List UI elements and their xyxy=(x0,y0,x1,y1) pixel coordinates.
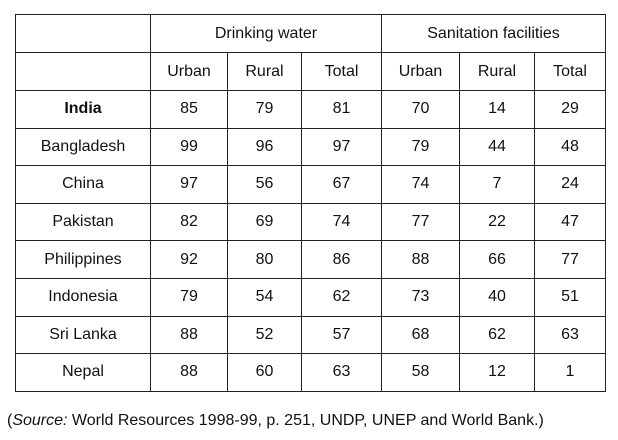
country-cell: Sri Lanka xyxy=(15,315,151,355)
value-cell: 7 xyxy=(459,165,535,204)
value-cell: 63 xyxy=(533,315,607,355)
value-cell: 81 xyxy=(301,90,382,129)
value-cell: 69 xyxy=(227,202,302,242)
table-row: Sri Lanka 88 52 57 68 62 63 xyxy=(15,315,607,355)
value-cell: 77 xyxy=(533,240,607,279)
value-cell: 24 xyxy=(533,165,607,204)
value-cell: 63 xyxy=(301,353,382,392)
value-cell: 56 xyxy=(227,165,302,204)
table-row: Pakistan 82 69 74 77 22 47 xyxy=(15,202,607,242)
country-cell: Philippines xyxy=(15,240,151,279)
table-row: Indonesia 79 54 62 73 40 51 xyxy=(15,277,607,317)
value-cell: 62 xyxy=(301,277,382,317)
value-cell: 82 xyxy=(150,202,228,242)
country-cell: Indonesia xyxy=(15,277,151,317)
country-cell: India xyxy=(15,90,151,129)
table-row: China 97 56 67 74 7 24 xyxy=(15,165,607,204)
value-cell: 58 xyxy=(381,353,460,392)
value-cell: 68 xyxy=(381,315,460,355)
value-cell: 14 xyxy=(459,90,535,129)
sub-header-cell: Rural xyxy=(459,52,535,91)
value-cell: 92 xyxy=(150,240,228,279)
value-cell: 88 xyxy=(150,353,228,392)
table-row: India 85 79 81 70 14 29 xyxy=(15,90,607,129)
value-cell: 88 xyxy=(381,240,460,279)
value-cell: 48 xyxy=(533,127,607,167)
value-cell: 79 xyxy=(227,90,302,129)
value-cell: 80 xyxy=(227,240,302,279)
sub-header-cell: Rural xyxy=(227,52,302,91)
value-cell: 97 xyxy=(150,165,228,204)
group-header-row: Drinking water Sanitation facilities xyxy=(15,14,607,53)
country-cell: Bangladesh xyxy=(15,127,151,167)
table-row: Nepal 88 60 63 58 12 1 xyxy=(15,353,607,392)
source-open-paren: ( xyxy=(7,412,13,429)
group-header-sanitation: Sanitation facilities xyxy=(380,14,607,53)
value-cell: 29 xyxy=(533,90,607,129)
value-cell: 47 xyxy=(533,202,607,242)
sub-header-cell: Urban xyxy=(381,52,460,91)
sub-header-row: Urban Rural Total Urban Rural Total xyxy=(15,52,607,91)
value-cell: 79 xyxy=(381,127,460,167)
value-cell: 79 xyxy=(150,277,228,317)
value-cell: 22 xyxy=(459,202,535,242)
table-row: Bangladesh 99 96 97 79 44 48 xyxy=(15,127,607,167)
value-cell: 97 xyxy=(301,127,382,167)
value-cell: 1 xyxy=(533,353,607,392)
value-cell: 51 xyxy=(533,277,607,317)
group-header-drinking-water: Drinking water xyxy=(150,14,382,53)
table-row: Philippines 92 80 86 88 66 77 xyxy=(15,240,607,279)
value-cell: 62 xyxy=(459,315,535,355)
value-cell: 73 xyxy=(381,277,460,317)
value-cell: 57 xyxy=(301,315,382,355)
value-cell: 99 xyxy=(150,127,228,167)
corner-cell-lower xyxy=(15,52,151,91)
value-cell: 44 xyxy=(459,127,535,167)
value-cell: 66 xyxy=(459,240,535,279)
data-table: Drinking water Sanitation facilities Urb… xyxy=(15,14,607,392)
source-note: (Source: World Resources 1998-99, p. 251… xyxy=(7,412,544,430)
value-cell: 70 xyxy=(381,90,460,129)
value-cell: 52 xyxy=(227,315,302,355)
value-cell: 85 xyxy=(150,90,228,129)
country-cell: Pakistan xyxy=(15,202,151,242)
country-cell: Nepal xyxy=(15,353,151,392)
corner-cell xyxy=(15,14,151,53)
source-text: World Resources 1998-99, p. 251, UNDP, U… xyxy=(67,412,544,429)
value-cell: 74 xyxy=(301,202,382,242)
country-cell: China xyxy=(15,165,151,204)
sub-header-cell: Urban xyxy=(150,52,228,91)
value-cell: 54 xyxy=(227,277,302,317)
source-label: Source: xyxy=(12,412,68,429)
value-cell: 12 xyxy=(459,353,535,392)
value-cell: 77 xyxy=(381,202,460,242)
value-cell: 88 xyxy=(150,315,228,355)
value-cell: 96 xyxy=(227,127,302,167)
sub-header-cell: Total xyxy=(301,52,382,91)
value-cell: 60 xyxy=(227,353,302,392)
value-cell: 40 xyxy=(459,277,535,317)
sub-header-cell: Total xyxy=(533,52,607,91)
value-cell: 67 xyxy=(301,165,382,204)
value-cell: 86 xyxy=(301,240,382,279)
value-cell: 74 xyxy=(381,165,460,204)
